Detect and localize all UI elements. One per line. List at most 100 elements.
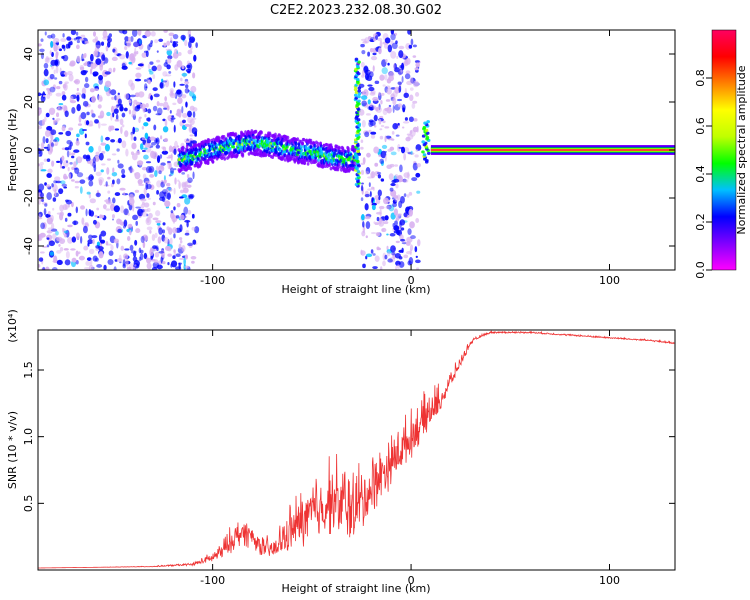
heatmap-cell bbox=[191, 260, 195, 264]
heatmap-cell bbox=[170, 37, 173, 43]
heatmap-cell bbox=[405, 70, 411, 75]
heatmap-cell bbox=[119, 187, 126, 191]
heatmap-cell bbox=[102, 204, 107, 210]
heatmap-cell bbox=[285, 145, 289, 149]
heatmap-cell bbox=[155, 245, 159, 250]
heatmap-cell bbox=[189, 134, 194, 137]
heatmap-cell bbox=[39, 251, 45, 254]
heatmap-cell bbox=[126, 40, 132, 48]
heatmap-cell bbox=[411, 177, 418, 182]
heatmap-cell bbox=[346, 146, 350, 151]
heatmap-cell bbox=[416, 162, 422, 168]
heatmap-cell bbox=[98, 234, 102, 242]
heatmap-cell bbox=[391, 251, 396, 256]
heatmap-cell bbox=[373, 38, 376, 42]
heatmap-cell bbox=[360, 146, 364, 150]
heatmap-cell bbox=[160, 135, 163, 140]
heatmap-cell bbox=[199, 160, 203, 165]
heatmap-cell bbox=[112, 69, 116, 73]
heatmap-cell bbox=[354, 57, 359, 61]
heatmap-cell bbox=[55, 112, 60, 118]
heatmap-cell bbox=[410, 38, 414, 46]
heatmap-cell bbox=[73, 167, 78, 170]
heatmap-cell bbox=[55, 119, 59, 123]
heatmap-cell bbox=[367, 188, 372, 191]
heatmap-cell bbox=[426, 151, 431, 155]
heatmap-cell bbox=[372, 65, 375, 72]
heatmap-cell bbox=[182, 119, 186, 124]
heatmap-cell bbox=[61, 155, 65, 161]
heatmap-cell bbox=[50, 133, 54, 141]
heatmap-cell bbox=[184, 81, 190, 85]
heatmap-cell bbox=[372, 96, 379, 102]
heatmap-cell bbox=[116, 218, 122, 225]
heatmap-cell bbox=[146, 226, 153, 231]
heatmap-cell bbox=[95, 40, 101, 49]
heatmap-cell bbox=[178, 262, 181, 270]
heatmap-cell bbox=[372, 52, 377, 56]
heatmap-cell bbox=[414, 67, 419, 71]
heatmap-cell bbox=[52, 197, 57, 202]
heatmap-cell bbox=[146, 207, 151, 213]
heatmap-cell bbox=[155, 139, 159, 143]
chart-title: C2E2.2023.232.08.30.G02 bbox=[270, 3, 442, 18]
heatmap-cell bbox=[86, 257, 92, 261]
heatmap-cell bbox=[55, 92, 62, 97]
heatmap-cell bbox=[134, 264, 137, 267]
heatmap-cell bbox=[67, 237, 74, 244]
heatmap-cell bbox=[162, 146, 167, 152]
heatmap-cell bbox=[86, 191, 91, 195]
heatmap-cell bbox=[145, 166, 152, 174]
heatmap-cell bbox=[38, 183, 45, 192]
heatmap-cell bbox=[397, 122, 400, 126]
heatmap-cell bbox=[361, 74, 365, 78]
heatmap-cell bbox=[51, 160, 55, 167]
heatmap-cell bbox=[158, 38, 164, 42]
heatmap-cell bbox=[47, 34, 53, 39]
heatmap-cell bbox=[124, 93, 130, 100]
heatmap-cell bbox=[379, 158, 385, 164]
heatmap-cell bbox=[117, 228, 123, 233]
heatmap-cell bbox=[337, 165, 341, 169]
heatmap-cell bbox=[129, 244, 134, 251]
heatmap-cell bbox=[81, 129, 88, 132]
heatmap-cell bbox=[392, 123, 399, 130]
heatmap-cell bbox=[258, 135, 261, 139]
heatmap-cell bbox=[358, 83, 365, 88]
heatmap-cell bbox=[90, 62, 94, 71]
heatmap-cell bbox=[168, 145, 173, 153]
heatmap-cell bbox=[156, 155, 161, 164]
snr-y-tick-label: 1.0 bbox=[22, 428, 35, 446]
heatmap-cell bbox=[42, 94, 46, 98]
heatmap-cell bbox=[53, 44, 58, 52]
heatmap-cell bbox=[134, 78, 142, 82]
heatmap-cell bbox=[184, 87, 190, 94]
heatmap-cell bbox=[126, 235, 131, 241]
heatmap-cell bbox=[64, 248, 69, 251]
heatmap-cell bbox=[85, 120, 90, 126]
heatmap-cell bbox=[379, 128, 383, 131]
heatmap-cell bbox=[111, 56, 118, 61]
heatmap-cell bbox=[141, 234, 149, 242]
heatmap-cell bbox=[129, 94, 136, 98]
heatmap-cell bbox=[306, 162, 310, 166]
heatmap-cell bbox=[300, 148, 304, 152]
heatmap-cell bbox=[50, 33, 56, 39]
heatmap-cell bbox=[283, 158, 287, 162]
heatmap-cell bbox=[100, 142, 107, 146]
heatmap-cell bbox=[159, 154, 163, 159]
heatmap-cell bbox=[286, 135, 290, 140]
heatmap-cell bbox=[113, 108, 119, 115]
snr-y-tick-label: 1.5 bbox=[22, 361, 35, 379]
snr-x-axis-label: Height of straight line (km) bbox=[281, 582, 430, 595]
heatmap-cell bbox=[412, 100, 418, 104]
heatmap-cell bbox=[365, 235, 368, 239]
heatmap-cell bbox=[59, 180, 66, 185]
heatmap-cell bbox=[299, 144, 303, 149]
heatmap-cell bbox=[381, 67, 388, 75]
heatmap-cell bbox=[369, 191, 372, 198]
heatmap-cell bbox=[353, 161, 357, 165]
heatmap-cell bbox=[223, 157, 227, 161]
heatmap-cell bbox=[59, 211, 64, 217]
